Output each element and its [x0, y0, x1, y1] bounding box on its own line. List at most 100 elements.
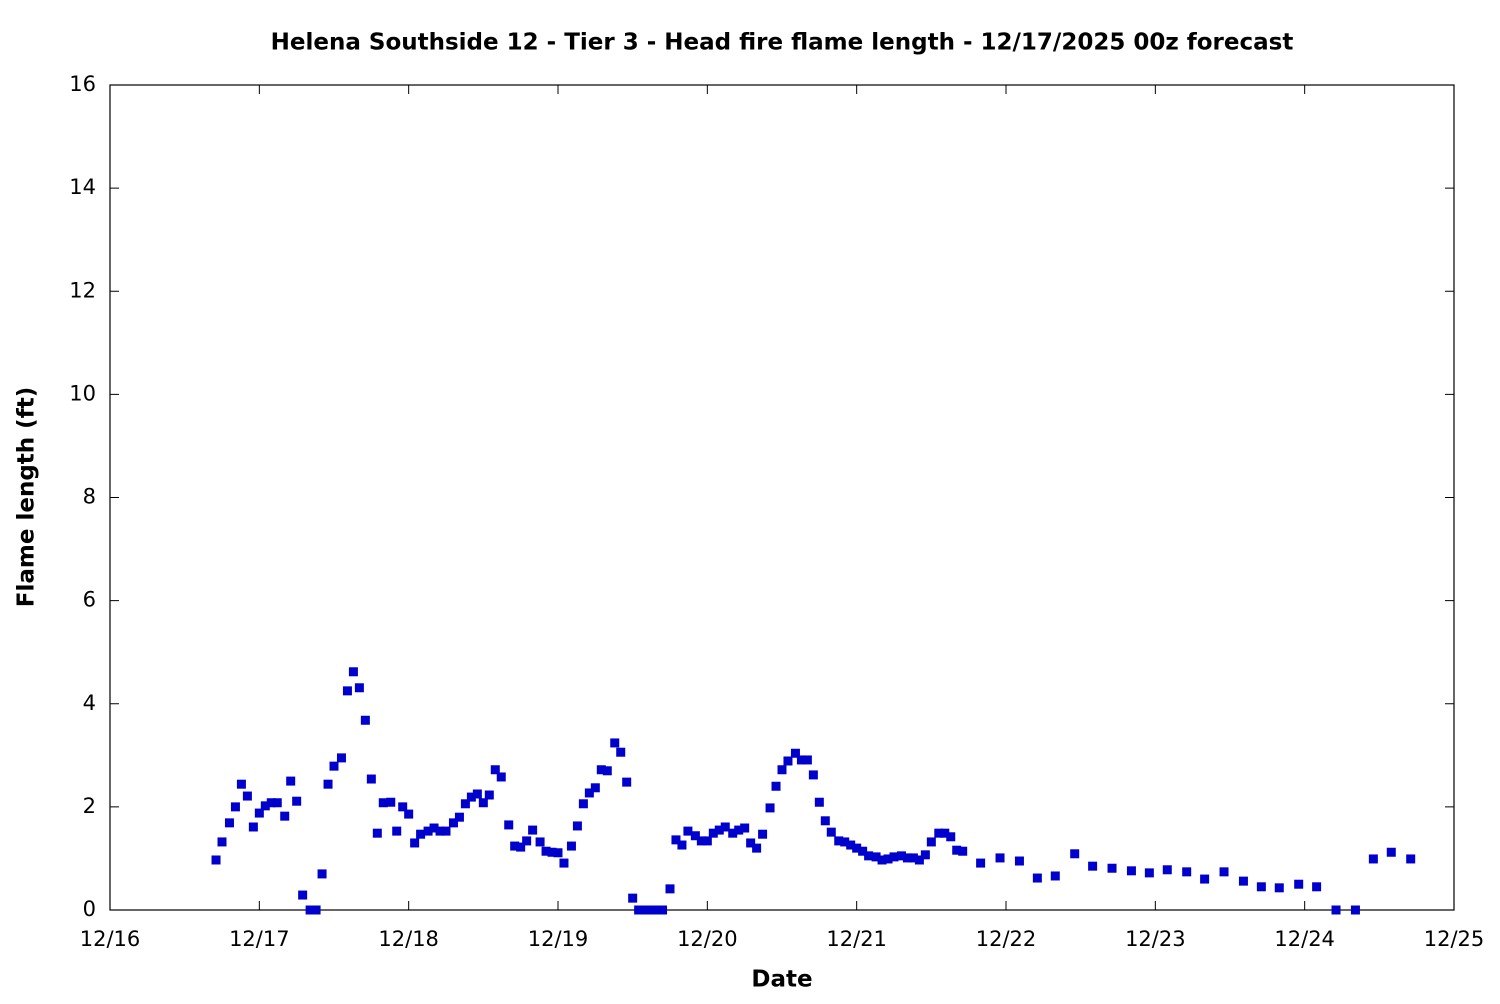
x-tick-label: 12/24	[1274, 927, 1335, 951]
point	[883, 854, 893, 864]
point	[572, 821, 582, 831]
point	[242, 791, 252, 801]
point	[423, 826, 433, 836]
point	[292, 796, 302, 806]
point	[1350, 905, 1360, 915]
point	[236, 779, 246, 789]
x-tick-label: 12/20	[677, 927, 738, 951]
point	[553, 848, 563, 858]
point	[646, 905, 656, 915]
point	[683, 826, 693, 836]
point	[516, 842, 526, 852]
point	[1274, 883, 1284, 893]
point	[298, 890, 308, 900]
point	[820, 816, 830, 826]
point	[224, 818, 234, 828]
point	[386, 797, 396, 807]
point	[852, 843, 862, 853]
point	[1050, 871, 1060, 881]
point	[1312, 882, 1322, 892]
point	[946, 832, 956, 842]
point	[336, 753, 346, 763]
point	[305, 905, 315, 915]
point	[578, 799, 588, 809]
point	[708, 828, 718, 838]
point	[496, 772, 506, 782]
point	[484, 790, 494, 800]
x-tick-label: 12/16	[80, 927, 141, 951]
point	[522, 836, 532, 846]
point	[416, 829, 426, 839]
point	[758, 829, 768, 839]
point	[404, 809, 414, 819]
point	[348, 667, 358, 677]
point	[566, 841, 576, 851]
point	[329, 761, 339, 771]
point	[826, 827, 836, 837]
point	[1107, 863, 1117, 873]
point	[541, 846, 551, 856]
point	[528, 825, 538, 835]
point	[392, 826, 402, 836]
point	[840, 837, 850, 847]
y-tick-label: 8	[83, 485, 96, 509]
point	[995, 853, 1005, 863]
point	[934, 828, 944, 838]
point	[628, 893, 638, 903]
point	[665, 884, 675, 894]
y-tick-label: 2	[83, 794, 96, 818]
point	[714, 825, 724, 835]
point	[690, 831, 700, 841]
point	[958, 846, 968, 856]
point	[677, 840, 687, 850]
point	[584, 788, 594, 798]
point	[342, 686, 352, 696]
point	[834, 836, 844, 846]
x-tick-label: 12/22	[976, 927, 1037, 951]
point	[640, 905, 650, 915]
point	[702, 836, 712, 846]
point	[622, 777, 632, 787]
point	[871, 852, 881, 862]
point	[510, 841, 520, 851]
point	[372, 828, 382, 838]
point	[466, 792, 476, 802]
point	[472, 789, 482, 799]
point	[378, 798, 388, 808]
point	[1386, 847, 1396, 857]
point	[1406, 854, 1416, 864]
point	[1331, 905, 1341, 915]
point	[877, 855, 887, 865]
point	[734, 825, 744, 835]
x-tick-label: 12/18	[378, 927, 439, 951]
y-tick-label: 14	[69, 175, 96, 199]
point	[360, 715, 370, 725]
point	[1014, 856, 1024, 866]
point	[920, 850, 930, 860]
point	[1088, 861, 1098, 871]
y-axis-label: Flame length (ft)	[14, 387, 40, 607]
point	[846, 840, 856, 850]
point	[504, 820, 514, 830]
y-tick-label: 4	[83, 691, 96, 715]
point	[802, 755, 812, 765]
point	[783, 756, 793, 766]
point	[652, 905, 662, 915]
point	[771, 781, 781, 791]
point	[940, 828, 950, 838]
point	[926, 837, 936, 847]
point	[1256, 882, 1266, 892]
point	[952, 845, 962, 855]
point	[720, 822, 730, 832]
point	[796, 755, 806, 765]
point	[272, 798, 282, 808]
point	[752, 843, 762, 853]
point	[547, 847, 557, 857]
point	[429, 823, 439, 833]
point	[976, 858, 986, 868]
point	[902, 853, 912, 863]
point	[1238, 876, 1248, 886]
x-tick-label: 12/21	[826, 927, 887, 951]
